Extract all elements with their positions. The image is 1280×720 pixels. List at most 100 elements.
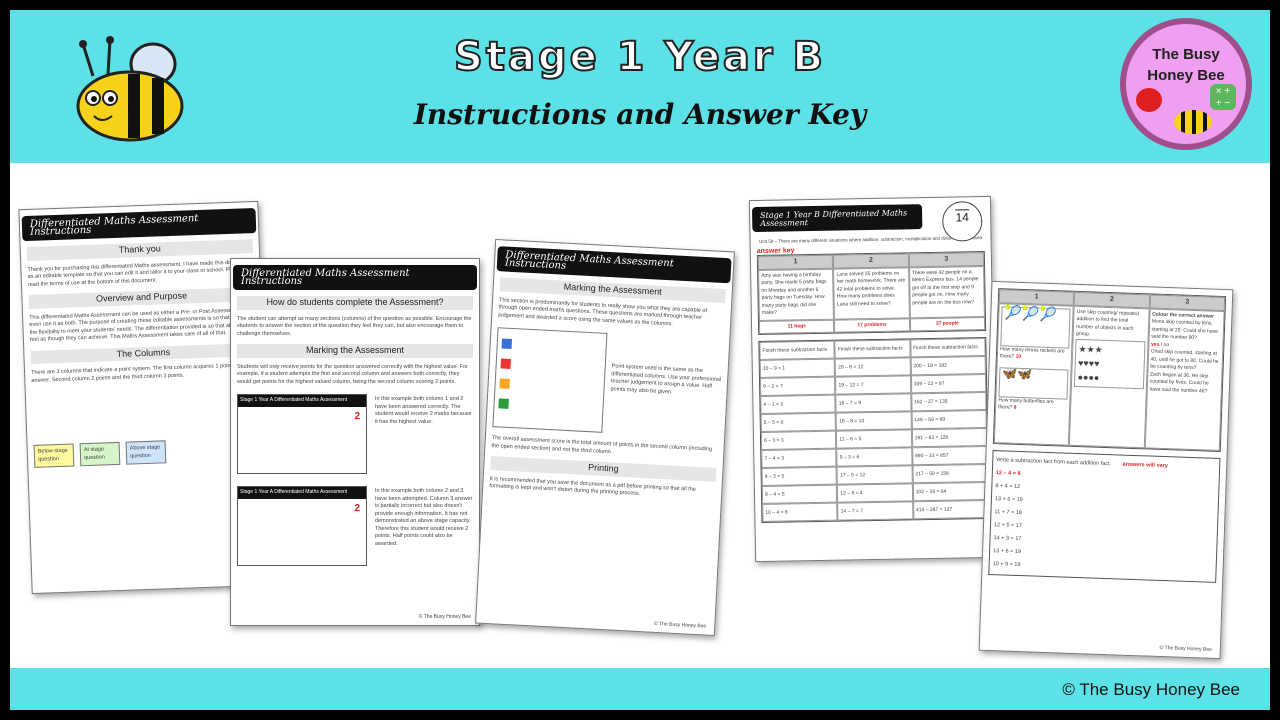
question: Chad skip counted, starting at 40, until… bbox=[1150, 348, 1219, 372]
paragraph: This section is predominantly for studen… bbox=[498, 296, 708, 327]
answer: 37 people bbox=[909, 316, 986, 332]
subtraction-fact: 9 – 4 = 5 bbox=[761, 484, 838, 504]
subtraction-fact: 12 – 8 = 4 bbox=[837, 483, 913, 503]
subtraction-facts-table: Finish these subtraction facts Finish the… bbox=[758, 337, 990, 523]
page-footer: © The Busy Honey Bee bbox=[418, 613, 471, 620]
column-label: Above stage question bbox=[125, 440, 167, 465]
answer: 10 bbox=[1015, 353, 1022, 360]
footer-banner bbox=[10, 668, 1270, 710]
no-option: no bbox=[1163, 341, 1170, 348]
subtraction-fact: 200 – 18 = 182 bbox=[910, 356, 986, 376]
mini-score: 2 bbox=[354, 410, 360, 422]
question: Use skip counting/ repeated addition to … bbox=[1075, 308, 1139, 338]
paragraph: This differentiated Maths Assessment can… bbox=[29, 306, 254, 343]
subtraction-fact: 16 – 7 = 9 bbox=[835, 393, 912, 413]
answer-key-page-1: Stage 1 Year B Differentiated Maths Asse… bbox=[748, 195, 998, 563]
subtraction-fact: 414 – 287 = 127 bbox=[912, 500, 989, 520]
question: Lana solved 25 problems on her math home… bbox=[833, 266, 910, 320]
instructions-page-3: Differentiated Maths Assessment Instruct… bbox=[475, 238, 735, 637]
total-score: 14 bbox=[955, 209, 969, 225]
subtitle: Instructions and Answer Key bbox=[413, 98, 867, 131]
section-heading: The Columns bbox=[30, 342, 257, 364]
column-label: Below stage question bbox=[33, 443, 75, 468]
example-note: In this example both column 2 and 3 have… bbox=[375, 488, 473, 547]
subtraction-fact: 191 – 63 = 128 bbox=[911, 428, 988, 448]
subtraction-from-addition: Write a subtraction fact from each addit… bbox=[988, 449, 1221, 583]
subtraction-fact: 890 – 33 = 857 bbox=[911, 446, 988, 466]
yes-answer: yes bbox=[1150, 340, 1160, 348]
answer: 17 problems bbox=[834, 317, 910, 333]
question: There were 42 people on a Metro Express … bbox=[908, 265, 985, 318]
subtraction-fact: 6 – 3 = 3 bbox=[760, 430, 837, 450]
section-heading: Thank you bbox=[26, 239, 254, 261]
column-header: 3 bbox=[908, 252, 985, 267]
subtraction-fact: 162 – 27 = 135 bbox=[910, 392, 987, 412]
apple-icon bbox=[1136, 88, 1162, 112]
answers-note: answers will vary bbox=[1122, 461, 1168, 469]
copyright: © The Busy Honey Bee bbox=[1062, 680, 1240, 699]
question: How many tennis rackets are there? bbox=[999, 345, 1065, 360]
brand-logo: The Busy Honey Bee × + + − bbox=[1120, 18, 1252, 150]
section-heading: How do students complete the Assessment? bbox=[237, 296, 473, 310]
page-header: Differentiated Maths Assessment Instruct… bbox=[233, 265, 477, 290]
answer: 11 bags bbox=[758, 319, 835, 334]
header-banner bbox=[10, 10, 1270, 163]
paragraph: Thank you for purchasing this differenti… bbox=[27, 258, 250, 288]
page-footer: © The Busy Honey Bee bbox=[1159, 644, 1212, 653]
section-heading: Overview and Purpose bbox=[28, 287, 255, 309]
subtraction-fact: 4 – 1 = 3 bbox=[760, 394, 836, 414]
logo-line1: The Busy bbox=[1152, 46, 1220, 63]
subtraction-fact: 10 – 4 = 6 bbox=[762, 502, 838, 522]
logo-line2: Honey Bee bbox=[1147, 67, 1225, 84]
calculator-icon: × + + − bbox=[1210, 84, 1236, 110]
column-header: 2 bbox=[833, 253, 909, 269]
example-note: Point system used is the same as the dif… bbox=[610, 363, 722, 395]
mini-score: 2 bbox=[354, 502, 360, 514]
column-header: Finish these subtraction facts bbox=[759, 340, 835, 360]
paragraph: The student can attempt as many sections… bbox=[237, 315, 472, 337]
mini-assessment-title: Stage 1 Year A Differentiated Maths Asse… bbox=[238, 395, 366, 407]
page-header: Differentiated Maths Assessment Instruct… bbox=[21, 208, 257, 242]
page-footer: © The Busy Honey Bee bbox=[653, 620, 707, 630]
bee-mascot-icon bbox=[76, 36, 184, 142]
column-header: 1 bbox=[757, 254, 834, 270]
subtraction-fact: 102 – 38 = 64 bbox=[912, 482, 989, 502]
instructions-page-2: Differentiated Maths Assessment Instruct… bbox=[230, 258, 480, 626]
subtraction-fact: 9 – 3 = 6 bbox=[836, 447, 913, 467]
paragraph: There are 3 columns that indicate a poin… bbox=[30, 362, 242, 384]
mini-assessment-title: Stage 1 Year A Differentiated Maths Asse… bbox=[238, 487, 366, 499]
subtraction-fact: 14 – 7 = 7 bbox=[837, 501, 914, 521]
page-header: Differentiated Maths Assessment Instruct… bbox=[496, 246, 732, 284]
column-label: At stage question bbox=[79, 441, 121, 467]
subtraction-fact: 8 – 3 = 5 bbox=[761, 466, 838, 486]
section-heading: Marking the Assessment bbox=[237, 344, 473, 358]
page-header: Stage 1 Year B Differentiated Maths Asse… bbox=[751, 204, 923, 233]
column-header: Finish these subtraction facts bbox=[834, 339, 911, 359]
subtraction-fact: 10 – 9 = 1 bbox=[759, 358, 836, 378]
subtraction-fact: 148 – 59 = 89 bbox=[911, 410, 987, 430]
answer: 8 bbox=[1013, 404, 1017, 411]
example-note: In this example both column 1 and 2 have… bbox=[375, 396, 472, 425]
title: Stage 1 Year B bbox=[453, 33, 826, 81]
subtraction-fact: 19 – 12 = 7 bbox=[835, 375, 911, 395]
subtraction-fact: 217 – 59 = 158 bbox=[912, 464, 988, 484]
question: Amy was having a birthday party. She mad… bbox=[758, 268, 835, 321]
subtraction-fact: 7 – 4 = 3 bbox=[761, 448, 837, 468]
subtraction-fact: 109 – 12 = 97 bbox=[910, 374, 987, 394]
paragraph: Students will only receive points for th… bbox=[237, 363, 468, 385]
slide: Stage 1 Year B Instructions and Answer K… bbox=[10, 10, 1270, 710]
question: Zach began at 36. He skip counted by fiv… bbox=[1149, 370, 1209, 394]
subtraction-fact: 20 – 8 = 12 bbox=[834, 357, 911, 377]
open-ended-example bbox=[492, 327, 608, 433]
question: Mona skip counted by tens, starting at 2… bbox=[1151, 318, 1219, 342]
instruction: Write a subtraction fact from each addit… bbox=[996, 456, 1112, 467]
subtraction-fact: 18 – 8 = 10 bbox=[835, 411, 912, 431]
column-header: Finish these subtraction facts bbox=[909, 338, 986, 358]
question: How many butterflies are there? bbox=[998, 396, 1054, 411]
bee-icon bbox=[1174, 110, 1212, 134]
subtraction-fact: 5 – 5 = 0 bbox=[760, 412, 837, 432]
subtraction-fact: 9 – 2 = 7 bbox=[759, 376, 836, 396]
